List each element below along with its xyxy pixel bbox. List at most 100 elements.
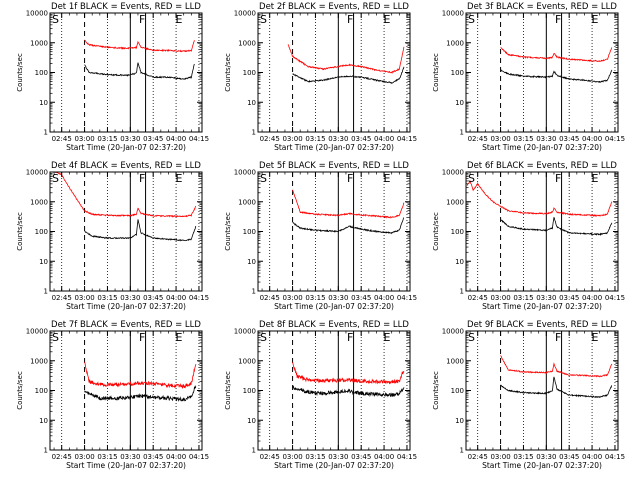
y-tick-label: 10 [455,417,464,425]
panel-det-7: Det 7f BLACK = Events, RED = LLD 1 10 100 10… [16,320,209,470]
x-tick-label: 04:00 [166,453,186,461]
x-tick-label: 03:45 [559,453,579,461]
y-tick-label: 1 [252,288,256,296]
marker-s: S [468,13,475,26]
marker-f: F [555,172,561,185]
x-tick-label: 03:00 [74,453,94,461]
plot-frame [465,171,619,292]
marker-f: F [139,331,145,344]
y-axis-label: Counts/sec [432,371,440,410]
y-tick-label: 1 [44,288,48,296]
y-tick-label: 1 [252,447,256,455]
panel-title: Det 4f BLACK = Events, RED = LLD [51,161,201,171]
y-tick-label: 1000 [446,198,464,206]
x-axis-label: Start Time (20-Jan-07 02:37:20) [274,461,394,470]
y-tick-label: 1 [460,447,464,455]
x-tick-label: 03:00 [490,294,510,302]
y-tick-label: 1 [460,288,464,296]
x-tick-label: 04:15 [189,453,209,461]
y-tick-label: 10 [39,417,48,425]
y-tick-label: 10000 [442,169,464,177]
panel-det-6: Det 6f BLACK = Events, RED = LLD 1 10 100 10… [432,161,625,311]
y-tick-label: 1000 [446,39,464,47]
marker-e: E [384,331,391,344]
y-tick-label: 10000 [234,328,256,336]
series-lld-line [84,361,197,390]
marker-e: E [592,172,599,185]
x-tick-label: 04:00 [374,135,394,143]
x-tick-label: 03:45 [559,135,579,143]
plot-frame [465,12,619,133]
x-tick-label: 02:45 [468,135,488,143]
series-events-line [500,69,613,84]
y-axis-label: Counts/sec [224,212,232,251]
x-tick-label: 04:15 [397,453,417,461]
x-tick-label: 03:30 [328,294,348,302]
marker-f: F [139,13,145,26]
x-tick-label: 04:00 [582,135,602,143]
marker-e: E [176,331,183,344]
y-tick-label: 1000 [238,357,256,365]
y-axis-label: Counts/sec [224,371,232,410]
marker-f: F [139,172,145,185]
marker-e: E [592,331,599,344]
x-tick-label: 03:00 [74,294,94,302]
y-tick-label: 1000 [30,198,48,206]
x-tick-label: 04:00 [582,294,602,302]
y-tick-label: 10 [247,99,256,107]
y-tick-label: 100 [243,228,256,236]
panel-title: Det 3f BLACK = Events, RED = LLD [467,2,617,12]
plot-frame [49,171,203,292]
x-tick-label: 02:45 [468,294,488,302]
y-tick-label: 100 [451,228,464,236]
y-tick-label: 1 [44,447,48,455]
plot-frame [49,330,203,451]
x-tick-label: 03:45 [143,135,163,143]
panel-title: Det 6f BLACK = Events, RED = LLD [467,161,617,171]
y-tick-label: 10000 [26,10,48,18]
panel-det-3: Det 3f BLACK = Events, RED = LLD 1 10 100 10… [432,2,625,152]
series-events-line [84,384,197,402]
x-axis-label: Start Time (20-Jan-07 02:37:20) [66,143,186,152]
x-axis-label: Start Time (20-Jan-07 02:37:20) [66,302,186,311]
x-tick-label: 03:45 [559,294,579,302]
marker-e: E [592,13,599,26]
x-tick-label: 04:15 [605,453,625,461]
y-axis-label: Counts/sec [16,53,24,92]
x-axis-label: Start Time (20-Jan-07 02:37:20) [274,302,394,311]
x-tick-label: 03:00 [490,135,510,143]
y-tick-label: 1000 [238,198,256,206]
series-lld-line [500,355,613,378]
series-events-line [84,219,197,242]
x-tick-label: 03:45 [143,453,163,461]
panel-det-9: Det 9f BLACK = Events, RED = LLD 1 10 100 10… [432,320,625,470]
panel-det-4: Det 4f BLACK = Events, RED = LLD 1 10 100 10… [16,161,209,311]
x-tick-label: 03:15 [513,294,533,302]
x-tick-label: 03:45 [351,135,371,143]
y-tick-label: 1 [44,129,48,137]
y-tick-label: 1000 [30,39,48,47]
y-tick-label: 10000 [442,10,464,18]
plot-frame [465,330,619,451]
x-tick-label: 03:45 [143,294,163,302]
x-tick-label: 03:30 [328,135,348,143]
panel-det-5: Det 5f BLACK = Events, RED = LLD 1 10 100 10… [224,161,417,311]
x-tick-label: 02:45 [52,294,72,302]
x-axis-label: Start Time (20-Jan-07 02:37:20) [274,143,394,152]
y-tick-label: 100 [451,387,464,395]
x-tick-label: 03:15 [97,453,117,461]
y-tick-label: 10 [39,99,48,107]
y-tick-label: 1000 [30,357,48,365]
x-tick-label: 02:45 [260,135,280,143]
series-lld-line [466,179,613,218]
y-tick-label: 10000 [26,328,48,336]
marker-e: E [176,13,183,26]
series-events-line [500,216,613,236]
marker-f: F [347,331,353,344]
plot-frame [257,330,411,451]
x-axis-label: Start Time (20-Jan-07 02:37:20) [482,461,602,470]
x-axis-label: Start Time (20-Jan-07 02:37:20) [482,143,602,152]
x-tick-label: 02:45 [260,294,280,302]
x-tick-label: 03:30 [536,453,556,461]
